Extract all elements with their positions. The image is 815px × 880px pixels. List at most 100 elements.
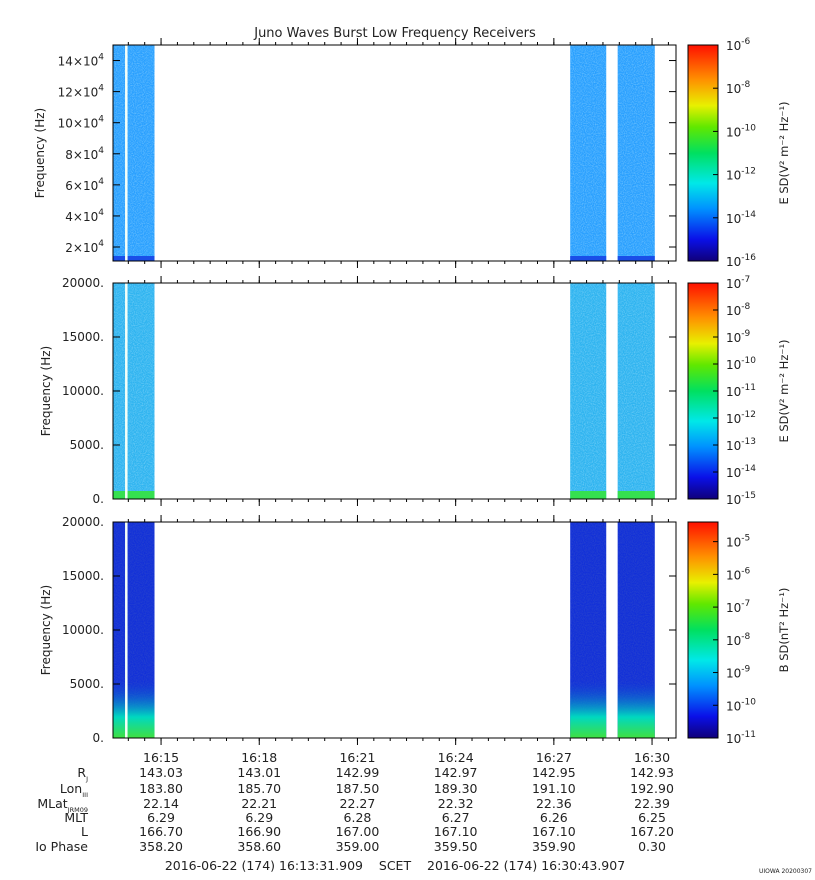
- ephemeris-value: 191.10: [532, 781, 576, 796]
- y-tick-mantissa: 4×10: [65, 210, 98, 224]
- y-tick-mantissa: 12×10: [58, 86, 99, 100]
- colorbar-tick-exponent: -11: [741, 383, 756, 393]
- low-frequency-band: [113, 678, 155, 738]
- colorbar-tick-base: 10: [726, 634, 741, 648]
- ephemeris-value: 167.10: [434, 824, 478, 839]
- colorbar-tick-exponent: -10: [741, 697, 756, 707]
- low-frequency-band: [617, 256, 655, 261]
- colorbar-tick-base: 10: [726, 39, 741, 53]
- ephemeris-value: 167.10: [532, 824, 576, 839]
- colorbar-tick-base: 10: [726, 466, 741, 480]
- y-tick-label: 10000.: [62, 384, 104, 398]
- ephemeris-label-subscript: JRM09: [67, 806, 88, 814]
- ephemeris-value: 183.80: [139, 781, 183, 796]
- colorbar-tick-exponent: -8: [741, 632, 750, 642]
- ephemeris-value: 143.01: [237, 765, 281, 780]
- colorbar-tick-label: 10-8: [726, 302, 751, 318]
- ephemeris-value: 6.29: [147, 810, 175, 825]
- ephemeris-value: 6.27: [442, 810, 470, 825]
- ephemeris-value: 358.20: [139, 839, 183, 854]
- ephemeris-value: 187.50: [336, 781, 380, 796]
- ephemeris-label-text: R: [77, 765, 86, 780]
- colorbar-tick-base: 10: [726, 125, 741, 139]
- y-tick-mantissa: 14×10: [58, 55, 99, 69]
- colorbar-label: E SD(V² m⁻² Hz⁻¹): [777, 101, 791, 204]
- colorbar-tick-exponent: -7: [741, 275, 750, 285]
- ephemeris-label-text: Lon: [60, 781, 82, 796]
- ephemeris-value: 189.30: [434, 781, 478, 796]
- colorbar-tick-exponent: -6: [741, 566, 750, 576]
- colorbar-tick-exponent: -16: [741, 253, 756, 263]
- ephemeris-value: 6.25: [638, 810, 666, 825]
- ephemeris-value: 142.97: [434, 765, 478, 780]
- low-frequency-band: [570, 678, 607, 738]
- colorbar-tick-base: 10: [726, 255, 741, 269]
- colorbar-tick-label: 10-11: [726, 730, 756, 746]
- y-tick-label: 10×104: [58, 115, 105, 131]
- y-tick-label: 12×104: [58, 84, 105, 100]
- colorbar-tick-label: 10-10: [726, 123, 756, 139]
- panel-frame: [112, 44, 677, 262]
- ephemeris-value: 22.36: [536, 796, 572, 811]
- colorbar-tick-base: 10: [726, 493, 741, 507]
- x-tick-label: 16:15: [143, 750, 179, 765]
- ephemeris-value: 359.90: [532, 839, 576, 854]
- colorbar-tick-base: 10: [726, 601, 741, 615]
- y-tick-label: 5000.: [70, 677, 104, 691]
- ephemeris-value: 358.60: [237, 839, 281, 854]
- colorbar-tick-base: 10: [726, 212, 741, 226]
- colorbar-tick-exponent: -5: [741, 534, 750, 544]
- ephemeris-value: 22.14: [143, 796, 179, 811]
- ephemeris-value: 22.32: [438, 796, 474, 811]
- colorbar-tick-base: 10: [726, 412, 741, 426]
- colorbar-tick-base: 10: [726, 699, 741, 713]
- colorbar-tick-label: 10-15: [726, 491, 756, 507]
- ephemeris-label-text: Io Phase: [35, 839, 88, 854]
- colorbar-tick-exponent: -9: [741, 329, 750, 339]
- colorbar-tick-label: 10-12: [726, 167, 756, 183]
- ephemeris-label-text: MLT: [64, 810, 88, 825]
- ephemeris-value: 166.90: [237, 824, 281, 839]
- colorbar-tick-label: 10-9: [726, 665, 751, 681]
- y-tick-exponent: 4: [98, 208, 104, 218]
- colorbar-tick-label: 10-7: [726, 275, 750, 291]
- ephemeris-value: 167.00: [336, 824, 380, 839]
- colorbar-tick-label: 10-10: [726, 697, 756, 713]
- colorbar-tick-base: 10: [726, 385, 741, 399]
- colorbar-tick-exponent: -13: [741, 437, 756, 447]
- data-block-texture: [570, 283, 607, 499]
- colorbar-tick-base: 10: [726, 568, 741, 582]
- y-tick-label: 15000.: [62, 569, 104, 583]
- colorbar-tick-label: 10-16: [726, 253, 756, 269]
- y-tick-label: 20000.: [62, 515, 104, 529]
- colorbar-tick-base: 10: [726, 277, 741, 291]
- data-block-texture: [617, 283, 655, 499]
- x-tick-label: 16:21: [339, 750, 375, 765]
- colorbar-tick-base: 10: [726, 667, 741, 681]
- data-block-texture: [570, 45, 607, 261]
- y-tick-label: 0.: [93, 731, 104, 745]
- ephemeris-value: 192.90: [630, 781, 674, 796]
- colorbar-tick-label: 10-9: [726, 329, 751, 345]
- ephemeris-label: LonIII: [60, 781, 88, 799]
- ephemeris-value: 22.39: [634, 796, 670, 811]
- colorbar-tick-label: 10-8: [726, 80, 751, 96]
- colorbar-tick-base: 10: [726, 331, 741, 345]
- low-frequency-band: [570, 256, 607, 261]
- chart-title: Juno Waves Burst Low Frequency Receivers: [253, 26, 536, 41]
- colorbar-tick-label: 10-13: [726, 437, 756, 453]
- ephemeris-label: L: [81, 824, 88, 839]
- ephemeris-value: 22.21: [241, 796, 277, 811]
- time-range-footer: 2016-06-22 (174) 16:13:31.909 SCET 2016-…: [165, 858, 625, 873]
- y-tick-exponent: 4: [98, 53, 104, 63]
- ephemeris-label: MLatJRM09: [37, 796, 88, 814]
- colorbar-label: E SD(V² m⁻² Hz⁻¹): [777, 339, 791, 442]
- y-tick-label: 4×104: [65, 208, 104, 224]
- ephemeris-value: 359.50: [434, 839, 478, 854]
- y-tick-label: 20000.: [62, 276, 104, 290]
- y-tick-label: 0.: [93, 492, 104, 506]
- ephemeris-value: 185.70: [237, 781, 281, 796]
- colorbar-tick-base: 10: [726, 732, 741, 746]
- data-block-texture: [617, 45, 655, 261]
